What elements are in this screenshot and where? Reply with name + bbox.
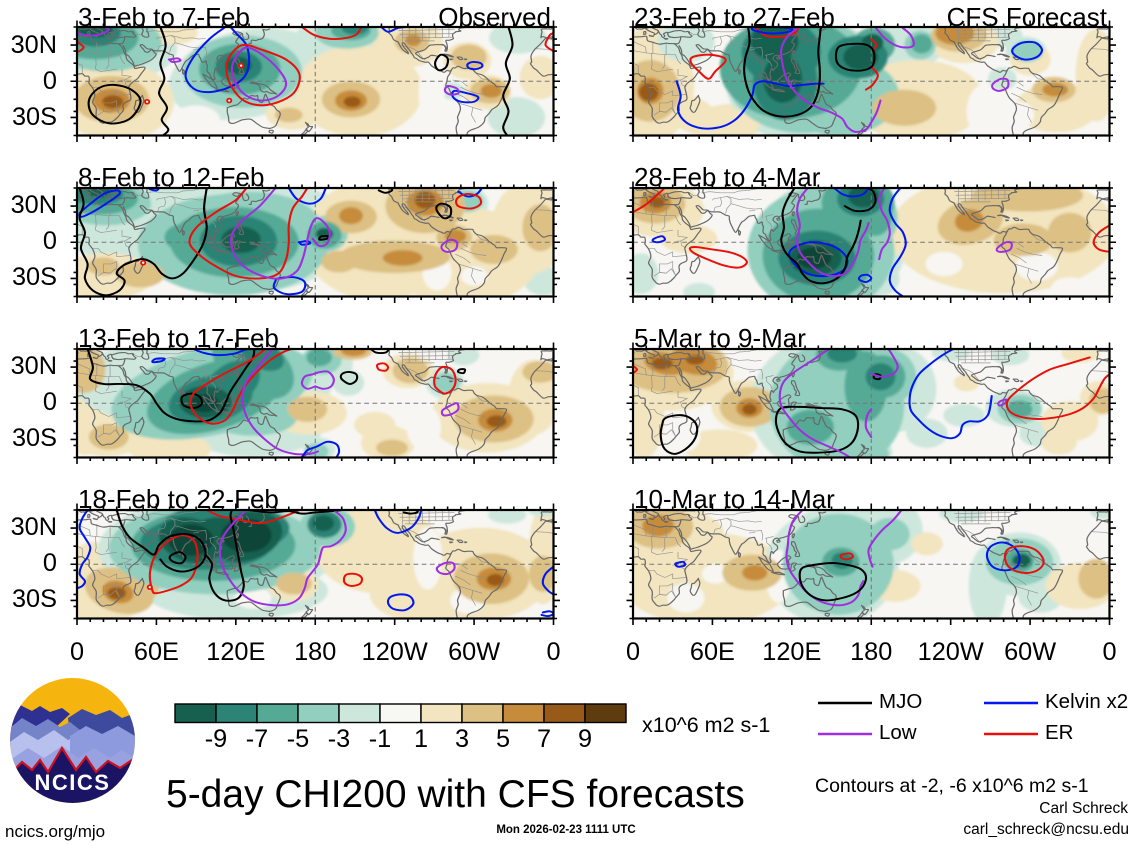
svg-text:NCICS: NCICS bbox=[35, 770, 111, 795]
